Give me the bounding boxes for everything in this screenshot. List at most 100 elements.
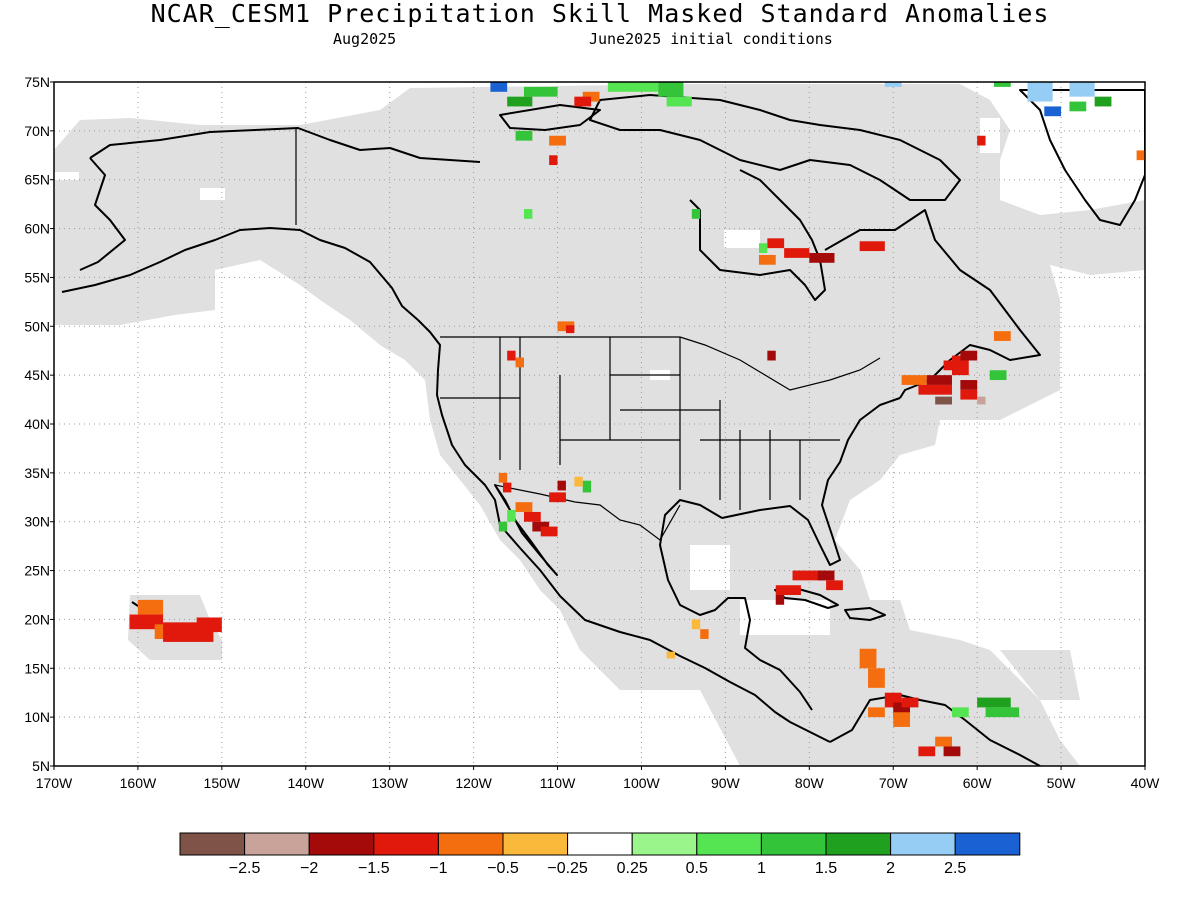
anomaly-cell xyxy=(1069,82,1095,97)
colorbar-label: 1.5 xyxy=(815,860,837,877)
anomaly-cell xyxy=(137,599,164,615)
anomaly-cell xyxy=(868,707,885,718)
colorbar-labels: −2.5 −2 −1.5 −1 −0.5 −0.25 0.25 0.5 1 1.5 2 2.5 xyxy=(229,860,967,877)
political-borders xyxy=(295,128,881,541)
anomaly-cell xyxy=(960,380,978,390)
lat-label: 35N xyxy=(24,465,50,481)
colorbar-label: 0.25 xyxy=(617,860,648,877)
latitude-labels: 75N 70N 65N 60N 55N 50N 45N 40N 35N 30N 25N 20N 15N 1… xyxy=(24,74,54,774)
colorbar-label: −2.5 xyxy=(229,860,261,877)
alaska-west-coast xyxy=(79,157,126,271)
lat-label: 55N xyxy=(24,269,50,285)
hudson-bay xyxy=(689,169,826,301)
lon-label: 60W xyxy=(963,775,993,791)
us-mexico-border xyxy=(494,484,681,541)
anomaly-cell xyxy=(989,370,1007,381)
anomaly-cell xyxy=(1094,96,1112,107)
anomaly-cell xyxy=(977,135,986,146)
anomaly-cell xyxy=(549,135,566,146)
anomaly-cell xyxy=(784,248,810,258)
anomaly-cell xyxy=(767,350,776,361)
colorbar-label: −2 xyxy=(300,860,318,877)
anomaly-cell xyxy=(977,396,986,405)
anomaly-cell xyxy=(574,96,592,107)
lat-label: 40N xyxy=(24,416,50,432)
map-title: NCAR_CESM1 Precipitation Skill Masked St… xyxy=(150,0,1050,28)
colorbar-swatch xyxy=(308,832,375,856)
lat-label: 65N xyxy=(24,172,50,188)
anomaly-cells xyxy=(129,82,1145,757)
anomaly-cell xyxy=(1069,101,1087,112)
anomaly-cell xyxy=(523,86,558,97)
anomaly-cell xyxy=(960,350,978,361)
state-lines xyxy=(440,337,840,510)
anomaly-cell xyxy=(196,617,222,633)
lat-label: 10N xyxy=(24,709,50,725)
colorbar-label: 1 xyxy=(757,860,766,877)
skill-mask xyxy=(54,84,1145,766)
anomaly-cell xyxy=(565,325,575,334)
anomaly-cell xyxy=(826,580,843,591)
colorbar-swatch xyxy=(760,832,827,856)
forecast-month: Aug2025 xyxy=(333,30,397,48)
anomaly-cell xyxy=(507,509,516,522)
lat-label: 50N xyxy=(24,318,50,334)
colorbar-swatch xyxy=(244,832,310,856)
anomaly-cell xyxy=(607,82,659,92)
anomaly-cell xyxy=(498,521,508,532)
anomaly-cell xyxy=(935,736,952,747)
anomaly-cell xyxy=(809,253,835,263)
anomaly-cell xyxy=(960,389,978,400)
lon-label: 120W xyxy=(455,775,492,791)
colorbar-swatch xyxy=(825,832,892,856)
colorbar-label: 0.5 xyxy=(686,860,708,877)
anomaly-cell xyxy=(557,480,566,491)
mask-holes xyxy=(54,118,1000,635)
anomaly-cell xyxy=(666,96,692,107)
anomaly-cell xyxy=(775,595,785,605)
lon-label: 100W xyxy=(623,775,660,791)
anomaly-cell xyxy=(792,570,827,581)
greenland xyxy=(1019,89,1145,226)
gulf-mexico-coast xyxy=(659,499,813,711)
colorbar-swatch xyxy=(954,832,1021,856)
anomaly-cell xyxy=(935,396,952,405)
anomaly-cell xyxy=(985,707,1020,718)
gridlines xyxy=(54,82,1145,766)
arctic-islands-2 xyxy=(499,104,601,131)
anomaly-cell xyxy=(549,492,566,503)
anomaly-cell xyxy=(523,209,533,219)
anomaly-cell xyxy=(918,746,936,757)
colorbar-label: 2 xyxy=(886,860,895,877)
anomaly-cell xyxy=(1136,150,1145,161)
anomaly-cell xyxy=(515,130,533,141)
colorbar-swatch xyxy=(696,832,762,856)
anomaly-cell xyxy=(758,243,768,253)
anomaly-cell xyxy=(498,472,508,483)
colorbar-label: −0.25 xyxy=(547,860,588,877)
anomaly-cell xyxy=(926,375,952,385)
anomaly-cell xyxy=(691,619,701,630)
anomaly-cell xyxy=(549,155,558,166)
mask-north-america xyxy=(54,84,1145,766)
lon-label: 150W xyxy=(204,775,241,791)
anomaly-cell xyxy=(884,82,902,87)
anomaly-cell xyxy=(775,585,801,595)
longitude-labels: 170W 160W 150W 140W 130W 120W 110W 100W 90W 80W 70… xyxy=(36,766,1160,791)
anomaly-cell xyxy=(1044,106,1062,117)
anomaly-cell xyxy=(691,209,701,219)
colorbar xyxy=(179,832,1021,856)
colorbar-swatch xyxy=(373,832,439,856)
coastlines xyxy=(61,89,1145,766)
colorbar-swatch xyxy=(890,832,956,856)
anomaly-cell xyxy=(817,570,835,581)
pacific-coast xyxy=(417,319,831,743)
initial-conditions: June2025 initial conditions xyxy=(589,30,833,48)
lon-label: 140W xyxy=(287,775,324,791)
hispaniola xyxy=(844,607,886,621)
anomaly-cell xyxy=(943,746,961,757)
anomaly-cell xyxy=(515,357,524,368)
colorbar-swatch xyxy=(179,832,246,856)
colorbar-label: −0.5 xyxy=(487,860,519,877)
